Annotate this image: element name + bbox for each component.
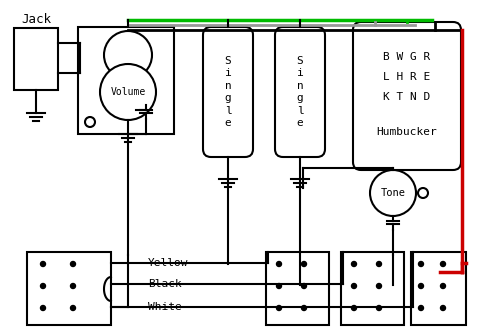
Circle shape — [440, 283, 446, 288]
Text: L H R E: L H R E — [384, 72, 430, 82]
Text: S
i
n
g
l
e: S i n g l e — [296, 56, 304, 128]
Circle shape — [40, 306, 46, 311]
Circle shape — [418, 283, 424, 288]
Text: Tone: Tone — [380, 188, 406, 198]
Circle shape — [352, 283, 356, 288]
Circle shape — [376, 262, 382, 267]
Text: Humbucker: Humbucker — [376, 127, 438, 137]
Circle shape — [376, 306, 382, 311]
Text: K T N D: K T N D — [384, 92, 430, 102]
Text: Yellow: Yellow — [148, 258, 188, 268]
Bar — [78, 27, 174, 134]
FancyBboxPatch shape — [203, 27, 253, 157]
Circle shape — [104, 31, 152, 79]
Circle shape — [376, 283, 382, 288]
Text: B W G R: B W G R — [384, 52, 430, 62]
Text: Volume: Volume — [110, 87, 146, 97]
Text: White: White — [148, 302, 182, 312]
FancyBboxPatch shape — [353, 22, 461, 170]
Circle shape — [352, 262, 356, 267]
Text: S
i
n
g
l
e: S i n g l e — [224, 56, 232, 128]
Bar — [341, 252, 404, 325]
Circle shape — [440, 306, 446, 311]
Circle shape — [70, 283, 76, 288]
Circle shape — [70, 262, 76, 267]
Circle shape — [418, 306, 424, 311]
FancyBboxPatch shape — [275, 27, 325, 157]
Bar — [266, 252, 329, 325]
Circle shape — [418, 188, 428, 198]
Circle shape — [276, 306, 281, 311]
Bar — [27, 252, 111, 325]
Text: Jack: Jack — [21, 12, 51, 25]
Circle shape — [352, 306, 356, 311]
Circle shape — [40, 283, 46, 288]
Circle shape — [302, 262, 306, 267]
Circle shape — [70, 306, 76, 311]
Circle shape — [85, 117, 95, 127]
Text: Black: Black — [148, 279, 182, 289]
Circle shape — [418, 262, 424, 267]
Circle shape — [302, 306, 306, 311]
Circle shape — [302, 283, 306, 288]
Circle shape — [100, 64, 156, 120]
Circle shape — [370, 170, 416, 216]
Circle shape — [40, 262, 46, 267]
Bar — [411, 252, 466, 325]
Bar — [14, 28, 58, 90]
Circle shape — [276, 262, 281, 267]
Circle shape — [276, 283, 281, 288]
Circle shape — [440, 262, 446, 267]
